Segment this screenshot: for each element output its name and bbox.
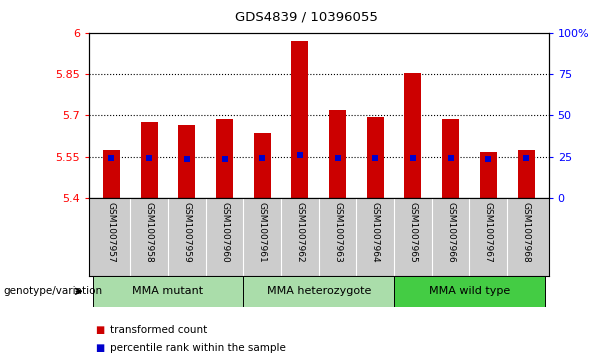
Text: GSM1007958: GSM1007958 — [145, 202, 154, 262]
Text: ■: ■ — [95, 325, 104, 335]
Text: GSM1007963: GSM1007963 — [333, 202, 342, 262]
Bar — [178, 125, 196, 198]
Text: GSM1007964: GSM1007964 — [371, 202, 380, 262]
Text: GSM1007968: GSM1007968 — [522, 202, 530, 262]
Text: GSM1007959: GSM1007959 — [182, 202, 191, 262]
Text: GSM1007965: GSM1007965 — [408, 202, 417, 262]
Text: GDS4839 / 10396055: GDS4839 / 10396055 — [235, 11, 378, 24]
Bar — [291, 41, 308, 198]
Text: GSM1007961: GSM1007961 — [257, 202, 267, 262]
Bar — [480, 152, 497, 198]
Bar — [517, 150, 535, 198]
Text: transformed count: transformed count — [110, 325, 208, 335]
Text: GSM1007960: GSM1007960 — [220, 202, 229, 262]
Text: MMA heterozygote: MMA heterozygote — [267, 286, 371, 296]
Bar — [216, 119, 233, 198]
Text: GSM1007962: GSM1007962 — [295, 202, 305, 262]
Text: MMA mutant: MMA mutant — [132, 286, 204, 296]
Text: percentile rank within the sample: percentile rank within the sample — [110, 343, 286, 354]
Text: GSM1007957: GSM1007957 — [107, 202, 116, 262]
Bar — [405, 73, 422, 198]
Text: genotype/variation: genotype/variation — [3, 286, 102, 296]
Text: MMA wild type: MMA wild type — [429, 286, 510, 296]
Bar — [254, 133, 271, 198]
Bar — [367, 117, 384, 198]
Bar — [394, 276, 545, 307]
Bar — [442, 119, 459, 198]
Bar — [243, 276, 394, 307]
Text: GSM1007966: GSM1007966 — [446, 202, 455, 262]
Text: GSM1007967: GSM1007967 — [484, 202, 493, 262]
Bar — [141, 122, 158, 198]
Bar — [329, 110, 346, 198]
Text: ■: ■ — [95, 343, 104, 354]
Bar — [103, 150, 120, 198]
Bar — [93, 276, 243, 307]
